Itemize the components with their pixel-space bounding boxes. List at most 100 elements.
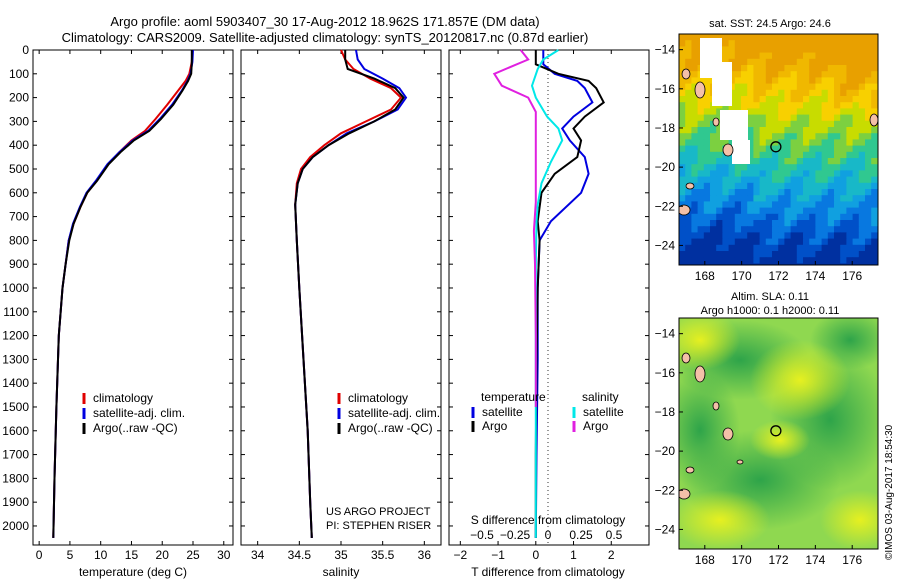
island <box>681 352 691 364</box>
sst-cell <box>710 151 717 159</box>
sst-cell <box>734 46 742 54</box>
sst-cell <box>679 120 686 128</box>
sst-cell <box>846 238 854 246</box>
sst-cell <box>846 170 854 178</box>
map-x-tick-label: 170 <box>732 553 752 567</box>
sst-cell <box>796 145 804 153</box>
sst-cell <box>821 226 829 233</box>
sst-cell <box>685 145 692 153</box>
sst-cell <box>747 201 754 209</box>
sst-cell <box>790 232 798 240</box>
sst-cell <box>753 238 761 246</box>
sst-cell <box>685 220 692 227</box>
sst-cell <box>759 182 767 190</box>
sst-cell <box>790 251 798 258</box>
sst-cell <box>765 251 773 258</box>
sst-cell <box>765 213 773 221</box>
series-line-climatology <box>294 49 403 538</box>
sst-cell <box>685 58 692 66</box>
sst-cell <box>691 77 699 85</box>
sst-cell <box>852 65 860 72</box>
sst-cell <box>865 201 872 209</box>
sst-cell <box>834 170 841 178</box>
sst-cell <box>827 65 835 72</box>
sst-cell <box>691 127 699 134</box>
sst-cell <box>796 58 804 66</box>
sst-cell <box>703 244 711 252</box>
sst-cell <box>821 176 829 184</box>
sst-cell <box>834 83 841 91</box>
sst-cell <box>827 120 835 128</box>
sst-cell <box>685 40 692 47</box>
sst-cell <box>697 77 705 85</box>
sst-cell <box>852 108 860 116</box>
sst-cell <box>846 89 854 97</box>
sst-cell <box>871 89 878 97</box>
sst-cell <box>753 58 761 66</box>
sst-cell <box>865 102 872 109</box>
sst-cell <box>772 114 779 122</box>
sst-cell <box>741 170 748 178</box>
sst-cell <box>809 96 816 103</box>
sst-cell <box>858 158 866 165</box>
sst-cell <box>685 164 692 171</box>
sst-cell <box>716 207 723 215</box>
sst-cell <box>803 108 810 116</box>
sst-cell <box>765 263 773 265</box>
sst-cell <box>834 46 841 54</box>
sst-cell <box>734 207 742 215</box>
sst-cell <box>815 158 823 165</box>
sst-cell <box>679 77 686 85</box>
sst-cell <box>796 139 804 147</box>
sst-cell <box>753 145 761 153</box>
sst-cell <box>741 52 748 60</box>
sst-cell <box>691 133 699 140</box>
sst-cell <box>834 89 841 97</box>
sst-cell <box>753 46 761 54</box>
sst-cell <box>796 34 804 41</box>
sst-cell <box>753 102 761 109</box>
sst-cell <box>765 145 773 153</box>
sst-cell <box>790 133 798 140</box>
y-tick-label: 1500 <box>2 400 29 414</box>
sst-cell <box>834 207 841 215</box>
sst-cell <box>852 77 860 85</box>
sst-cell <box>821 133 829 140</box>
sst-cell <box>821 207 829 215</box>
sst-cell <box>821 127 829 134</box>
sst-cell <box>846 120 854 128</box>
sst-cell <box>765 71 773 78</box>
sst-cell <box>858 89 866 97</box>
sst-cell <box>858 257 866 264</box>
sst-cell <box>803 257 810 264</box>
sst-cell <box>827 127 835 134</box>
sst-cell <box>716 232 723 240</box>
sst-cell <box>790 65 798 72</box>
sst-cell <box>846 52 854 60</box>
sst-cell <box>809 133 816 140</box>
sst-cell <box>852 232 860 240</box>
sst-cell <box>778 213 785 221</box>
sst-cell <box>703 77 711 85</box>
sst-cell <box>865 114 872 122</box>
sst-cell <box>865 182 872 190</box>
sst-cell <box>846 145 854 153</box>
sst-cell <box>858 244 866 252</box>
sst-cell <box>772 46 779 54</box>
sst-cell <box>765 195 773 202</box>
sst-cell <box>858 189 866 196</box>
sst-cell <box>784 139 792 147</box>
sst-cell <box>747 220 754 227</box>
sst-cell <box>815 226 823 233</box>
sst-cell <box>679 151 686 159</box>
sst-cell <box>691 244 699 252</box>
sst-cell <box>827 145 835 153</box>
sst-cell <box>840 176 847 184</box>
map-x-tick-label: 174 <box>805 269 825 283</box>
legend-label: satellite <box>482 405 523 419</box>
sst-cell <box>734 52 742 60</box>
sst-cell <box>697 232 705 240</box>
sst-cell <box>716 120 723 128</box>
sst-cell <box>741 83 748 91</box>
sst-cell <box>728 213 736 221</box>
